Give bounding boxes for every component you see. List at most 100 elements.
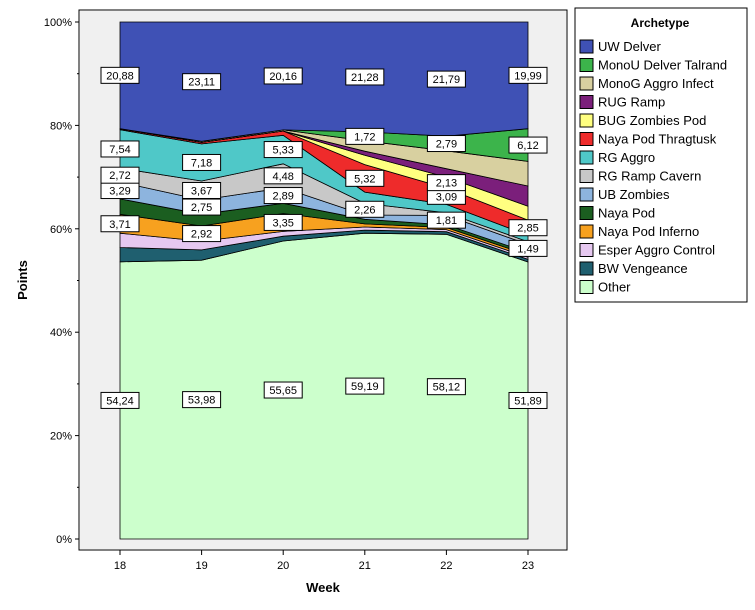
data-label: 3,67 [191, 185, 212, 197]
data-label: 2,79 [436, 139, 457, 151]
data-label-box [182, 225, 222, 243]
data-label: 21,79 [433, 74, 461, 86]
data-label: 20,88 [106, 70, 134, 82]
y-tick-label: 80% [50, 120, 72, 132]
legend-label: Esper Aggro Control [598, 243, 715, 258]
data-label-box [100, 215, 140, 233]
data-label: 53,98 [188, 395, 216, 407]
y-tick-label: 60% [50, 224, 72, 236]
data-label: 2,85 [517, 223, 538, 235]
data-label: 58,12 [433, 382, 461, 394]
data-label-box [182, 391, 222, 409]
data-label: 2,26 [354, 204, 375, 216]
legend-label: BUG Zombies Pod [598, 113, 706, 128]
data-label: 2,89 [272, 191, 293, 203]
data-label: 7,54 [109, 144, 130, 156]
y-tick-label: 100% [44, 17, 72, 29]
data-label: 3,09 [436, 191, 457, 203]
legend-swatch [579, 206, 594, 220]
data-label-box [182, 181, 222, 199]
data-label: 1,81 [436, 215, 457, 227]
legend-label: BW Vengeance [598, 261, 688, 276]
legend: UW Delver MonoU Delver Talrand MonoG Aggro… [579, 39, 727, 295]
data-label: 59,19 [351, 381, 379, 393]
legend-label: UW Delver [598, 39, 662, 54]
legend-swatch [579, 224, 594, 239]
x-tick-label: 21 [359, 560, 371, 572]
data-label-box [100, 166, 140, 184]
data-label: 3,71 [109, 219, 130, 231]
data-label: 23,11 [188, 77, 215, 89]
data-label: 5,32 [354, 173, 375, 185]
data-label: 54,24 [106, 395, 134, 407]
x-axis: 18 19 20 21 22 23 [79, 549, 567, 572]
data-label-box [345, 127, 385, 145]
legend-label: RUG Ramp [598, 95, 665, 110]
data-label: 21,28 [351, 72, 379, 84]
x-tick-label: 18 [114, 560, 126, 572]
x-axis-title: Week [306, 580, 340, 595]
legend-border [574, 7, 748, 303]
data-label: 55,65 [269, 385, 297, 397]
legend-swatch [579, 243, 594, 257]
data-label-box [263, 213, 303, 231]
data-label: 2,75 [191, 202, 212, 214]
data-label: 6,12 [517, 140, 538, 152]
legend-label: Naya Pod Thragtusk [598, 132, 717, 147]
data-label: 3,29 [109, 186, 130, 198]
data-label-box [508, 66, 548, 84]
y-axis-title: Points [15, 260, 30, 300]
data-label-box [182, 153, 222, 171]
data-label-box [426, 211, 466, 229]
legend-swatch [579, 132, 594, 146]
data-label-box [426, 135, 466, 153]
data-label-box [263, 167, 303, 185]
legend-swatch [579, 261, 594, 276]
data-label-box [263, 187, 303, 205]
data-label: 3,35 [272, 217, 293, 229]
data-label: 51,89 [514, 395, 542, 407]
legend-label: MonoG Aggro Infect [598, 76, 714, 91]
legend-title: Archetype [631, 16, 690, 30]
data-labels-group: 54,24 53,98 55,65 59,19 58,12 51,89 3,71 2,92 3,… [100, 66, 548, 409]
x-tick-label: 22 [440, 560, 452, 572]
x-tick-label: 20 [277, 560, 289, 572]
data-label: 19,99 [514, 70, 542, 82]
legend-label: RG Aggro [598, 150, 655, 165]
data-label: 7,18 [191, 157, 212, 169]
legend-swatch [579, 95, 594, 109]
y-tick-label: 0% [56, 534, 72, 546]
data-label: 2,13 [436, 178, 457, 190]
data-label-box [345, 200, 385, 218]
area-uw-delver [119, 21, 529, 142]
legend-swatch [579, 150, 594, 165]
data-label-box [426, 378, 466, 396]
data-label-box [508, 391, 548, 409]
data-label-box [263, 67, 303, 85]
data-label-box [426, 174, 466, 192]
data-label-box [345, 68, 385, 86]
legend-label: Other [598, 280, 631, 295]
data-label-box [508, 136, 548, 154]
legend-label: MonoU Delver Talrand [598, 58, 727, 73]
legend-swatch [579, 76, 594, 91]
y-axis: 0% 20% 40% 60% 80% 100% [44, 17, 80, 546]
data-label-box [182, 198, 222, 216]
data-label: 4,48 [272, 171, 293, 183]
data-label: 1,72 [354, 131, 375, 143]
legend-label: RG Ramp Cavern [598, 169, 701, 184]
data-label-box [426, 70, 466, 88]
data-label: 5,33 [272, 145, 293, 157]
data-label: 1,49 [517, 243, 538, 255]
data-label-box [345, 377, 385, 395]
area-series-group [119, 21, 529, 540]
data-label-box [345, 169, 385, 187]
x-tick-label: 19 [195, 560, 207, 572]
data-label-box [100, 391, 140, 409]
data-label: 2,92 [191, 229, 212, 241]
x-tick-label: 23 [522, 560, 534, 572]
legend-label: UB Zombies [598, 187, 670, 202]
legend-swatch [579, 113, 594, 128]
legend-swatch [579, 280, 594, 294]
legend-label: Naya Pod Inferno [598, 224, 699, 239]
